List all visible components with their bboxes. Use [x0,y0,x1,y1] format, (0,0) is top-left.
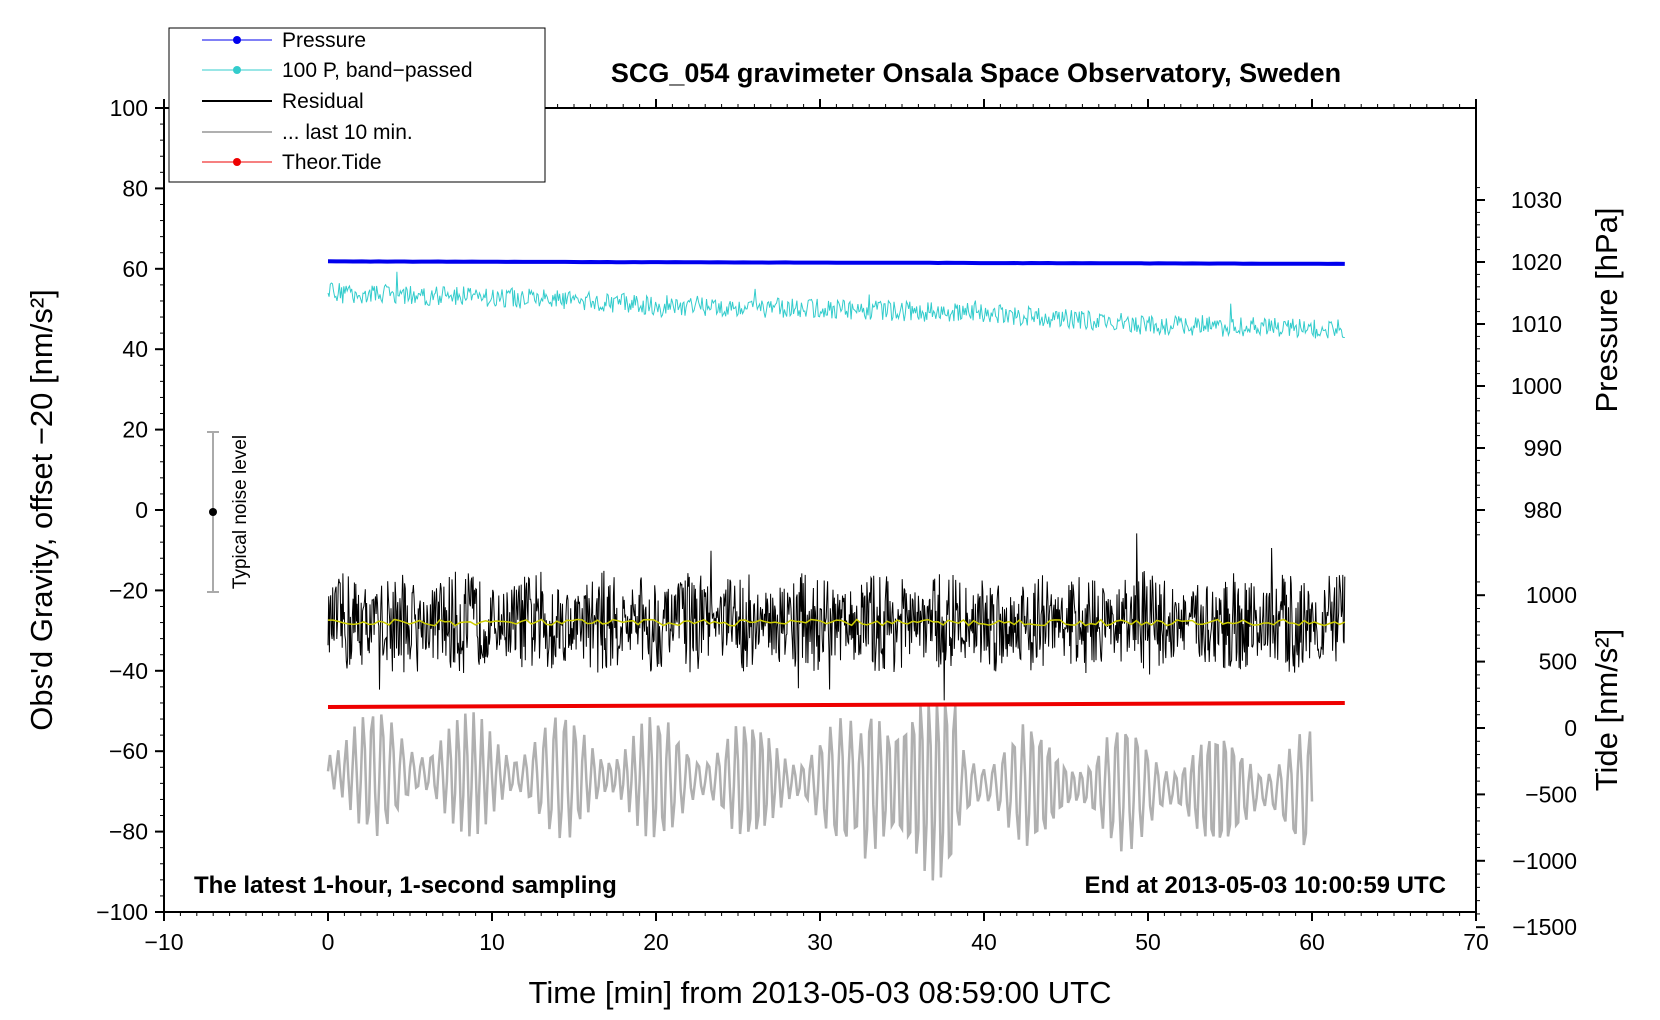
pressure-tick-label: 980 [1524,497,1562,523]
legend-label-last10: ... last 10 min. [282,121,413,144]
legend: Pressure 100 P, band−passed Residual ...… [168,27,546,183]
series-residual [327,533,1346,701]
pressure-tick-label: 990 [1524,435,1562,461]
noise-label: Typical noise level [230,435,251,589]
y-tick-label: −80 [109,819,148,845]
tide-tick-label: −500 [1525,781,1577,807]
y-tick-label: 100 [110,95,148,121]
y-tick-label: −20 [109,577,148,603]
y-axis-label-pressure: Pressure [hPa] [1589,207,1624,412]
noise-bar: Typical noise level [207,431,251,593]
legend-marker-band-passed [233,66,241,74]
legend-item-pressure: Pressure [202,29,366,52]
chart-title: SCG_054 gravimeter Onsala Space Observat… [611,58,1341,88]
series-theoretical-tide [327,701,1345,709]
legend-label-band-passed: 100 P, band−passed [282,59,473,82]
tide-tick-label: 1000 [1526,582,1577,608]
series-band-passed [327,271,1345,339]
y-tick-label: 40 [122,336,148,362]
axis-ticks: −10 0 10 20 30 40 50 60 70100806040200−20−40−60−… [96,95,1577,955]
y-axis-label-left: Obs'd Gravity, offset −20 [nm/s²] [24,289,59,731]
x-tick-label: 10 [479,929,505,955]
x-axis-label: Time [min] from 2013-05-03 08:59:00 UTC [529,975,1112,1010]
series-residual-mean [328,618,1346,627]
y-tick-label: −100 [96,899,148,925]
legend-marker-tide [233,158,241,166]
end-time-note: End at 2013-05-03 10:00:59 UTC [1085,872,1447,899]
x-tick-label: 60 [1299,929,1325,955]
y-axis-label-tide: Tide [nm/s²] [1589,629,1624,792]
pressure-tick-label: 1020 [1511,249,1562,275]
legend-label-pressure: Pressure [282,29,366,52]
tide-tick-label: −1000 [1512,848,1577,874]
legend-item-band-passed: 100 P, band−passed [202,59,473,82]
x-tick-label: 20 [643,929,669,955]
x-tick-label: −10 [144,929,183,955]
legend-item-last10: ... last 10 min. [202,121,413,144]
y-tick-label: −60 [109,738,148,764]
x-tick-label: 50 [1135,929,1161,955]
x-tick-label: 0 [322,929,335,955]
plot-frame [163,107,1477,913]
legend-item-tide: Theor.Tide [202,151,382,174]
legend-item-residual: Residual [202,90,364,113]
x-tick-label: 40 [971,929,997,955]
series-last-10-min [326,702,1314,881]
y-tick-label: 20 [122,417,148,443]
y-tick-label: 80 [122,175,148,201]
pressure-tick-label: 1030 [1511,187,1562,213]
noise-bar-dot [209,508,217,516]
pressure-tick-label: 1000 [1511,373,1562,399]
x-tick-label: 70 [1463,929,1489,955]
tide-tick-label: −1500 [1512,914,1577,940]
legend-label-residual: Residual [282,90,364,113]
legend-box [168,27,546,183]
y-tick-label: −40 [109,658,148,684]
sampling-note: The latest 1-hour, 1-second sampling [194,872,617,899]
tide-tick-label: 0 [1564,715,1577,741]
x-tick-label: 30 [807,929,833,955]
pressure-tick-label: 1010 [1511,311,1562,337]
series-layer [326,259,1346,881]
legend-label-tide: Theor.Tide [282,151,382,174]
y-tick-label: 60 [122,256,148,282]
tide-tick-label: 500 [1539,649,1577,675]
series-pressure [327,259,1345,266]
legend-marker-pressure [233,36,241,44]
y-tick-label: 0 [135,497,148,523]
